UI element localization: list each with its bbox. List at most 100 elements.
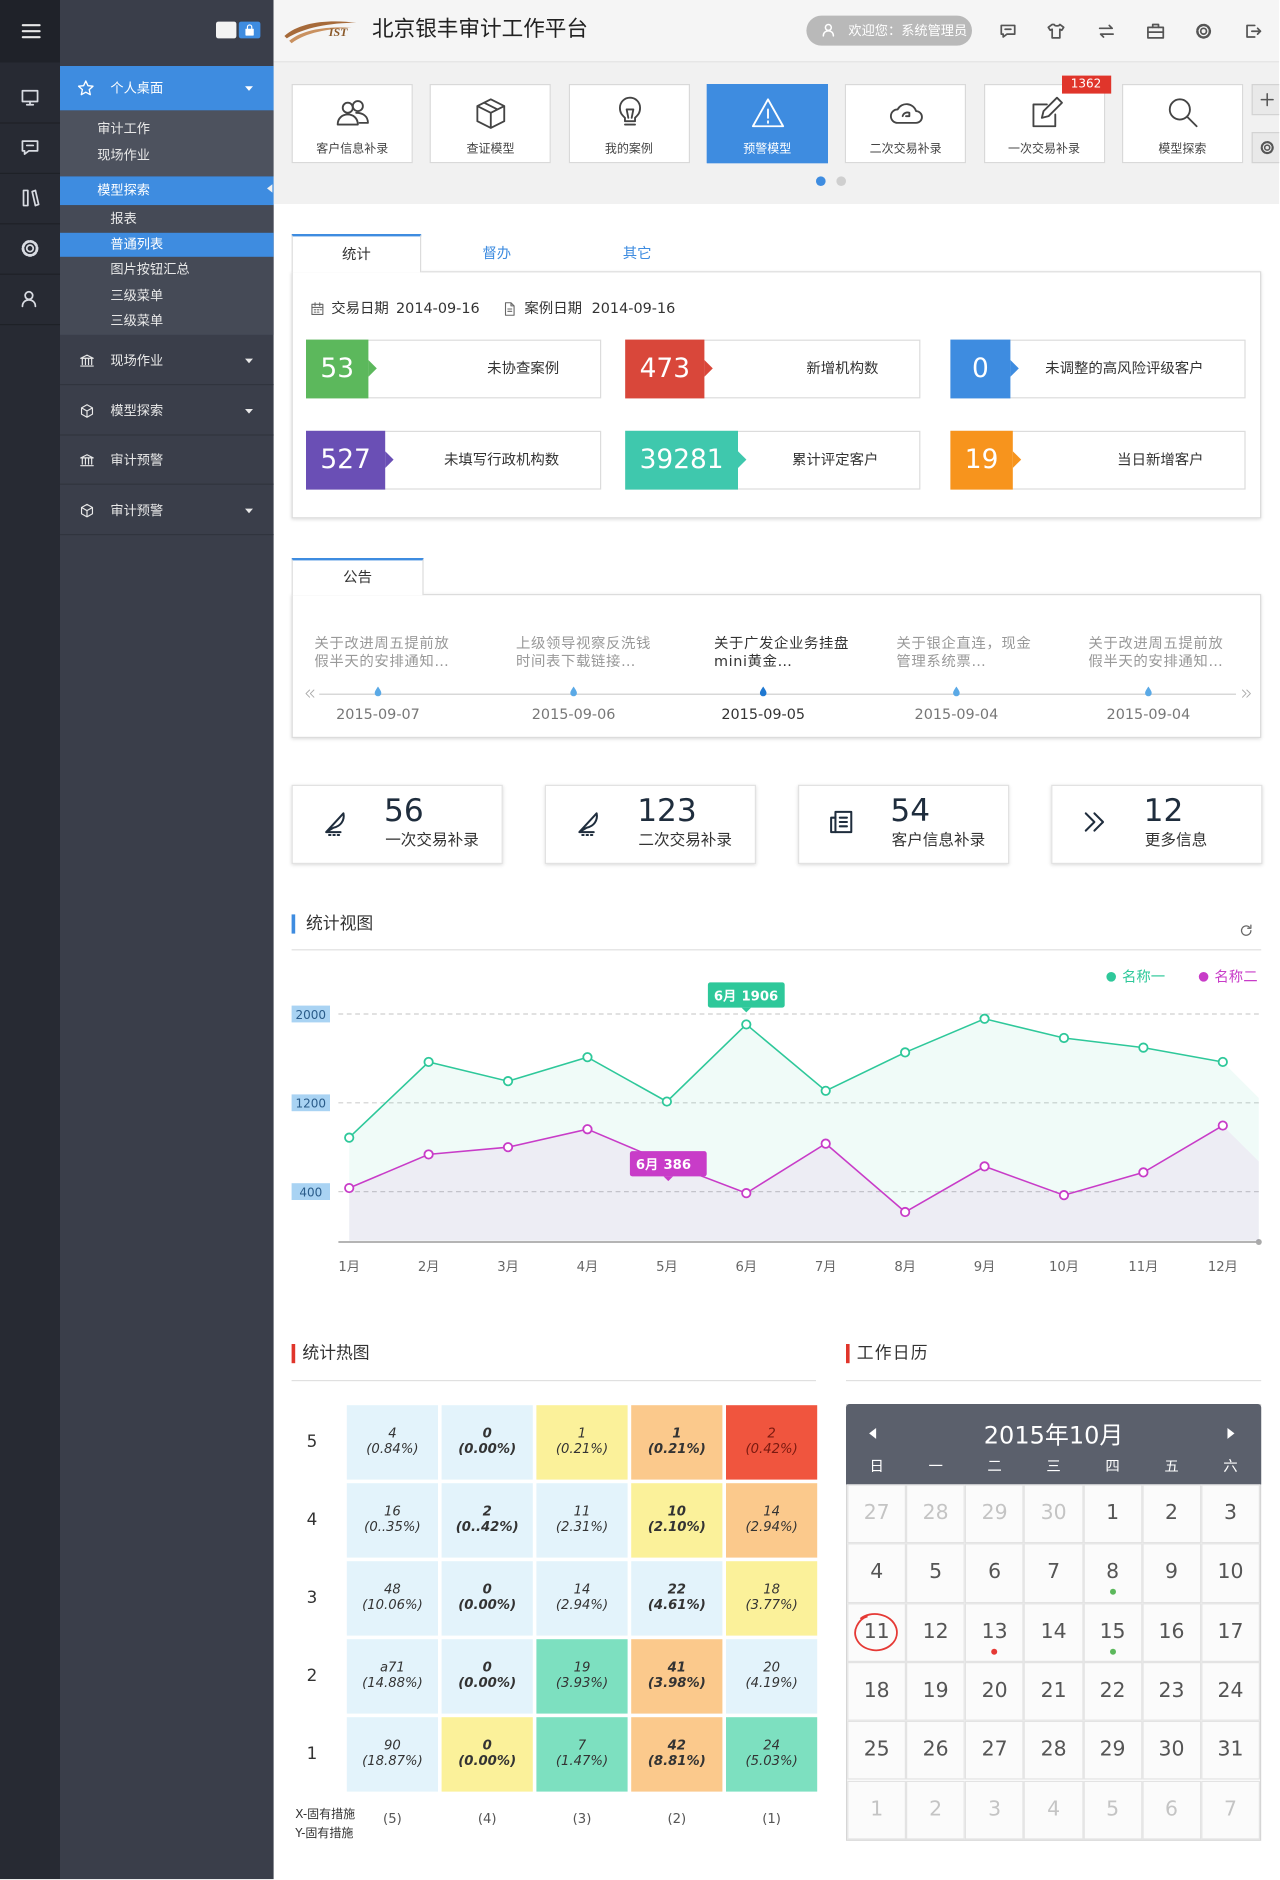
shortcut-tile[interactable]: 一次交易补录 [983,84,1105,164]
calendar-day[interactable]: 6 [1142,1780,1202,1840]
notice-text[interactable]: 关于银企直连，现金管理系统票… [896,634,1032,670]
heatmap-cell[interactable]: 41 (3.98%) [631,1639,723,1714]
summary-box[interactable]: 12 更多信息 [1051,784,1263,865]
header-button[interactable] [998,22,1017,41]
refresh-button[interactable] [1238,923,1254,939]
icon-bar-button[interactable] [0,226,61,275]
heatmap-cell[interactable]: 11 (2.31%) [536,1483,628,1558]
legend-label[interactable]: 名称一 [1122,968,1166,986]
heatmap-cell[interactable]: 16 (0..35%) [346,1483,439,1558]
heatmap-cell[interactable]: 10 (2.10%) [631,1483,723,1558]
menu-item[interactable]: 模型探索 [60,386,274,436]
calendar-day[interactable]: 27 [847,1484,907,1544]
legend-dot[interactable] [1198,972,1209,982]
calendar-day[interactable]: 28 [906,1484,966,1544]
heatmap-cell[interactable]: 22 (4.61%) [631,1561,723,1636]
calendar-day[interactable]: 28 [1024,1721,1084,1781]
summary-box[interactable]: 54 客户信息补录 [798,784,1010,865]
menu-item[interactable]: 现场作业 [60,336,274,386]
heatmap-cell[interactable]: 42 (8.81%) [631,1717,723,1792]
calendar-day[interactable]: 31 [1201,1721,1260,1781]
calendar-day[interactable]: 6 [965,1543,1025,1603]
third-menu-item[interactable]: 普通列表 [60,233,274,258]
shortcut-tile[interactable]: 二次交易补录 [845,84,967,164]
heatmap-cell[interactable]: 18 (3.77%) [726,1561,818,1636]
heatmap-cell[interactable]: 7 (1.47%) [536,1717,628,1792]
third-menu-item[interactable]: 图片按钮汇总 [60,258,274,282]
calendar-day[interactable]: 16 [1142,1602,1202,1662]
header-button[interactable] [1097,22,1116,41]
shortcut-tile[interactable]: 模型探索 [1121,84,1243,164]
header-button[interactable] [1194,22,1213,41]
calendar-day[interactable]: 3 [965,1780,1025,1840]
header-button[interactable] [1146,22,1165,41]
calendar-day[interactable]: 26 [906,1721,966,1781]
icon-bar-button[interactable] [0,125,61,174]
heatmap-cell[interactable]: 20 (4.19%) [726,1639,818,1714]
calendar-day[interactable]: 22 [1083,1661,1143,1722]
side-lock-button[interactable] [238,21,261,39]
tab[interactable]: 督办 [482,244,512,262]
heatmap-cell[interactable]: 0 (0.00%) [441,1405,533,1480]
calendar-day[interactable]: 5 [906,1543,966,1603]
calendar-day[interactable]: 29 [965,1484,1025,1544]
icon-bar-button[interactable] [0,276,61,326]
calendar-day[interactable]: 5 [1083,1780,1143,1840]
heatmap-cell[interactable]: a71 (14.88%) [346,1639,439,1714]
notice-text[interactable]: 关于改进周五提前放假半天的安排通知… [1088,634,1224,670]
calendar-day[interactable]: 3 [1201,1484,1260,1544]
calendar-day[interactable]: 18 [847,1661,907,1722]
heatmap-cell[interactable]: 1 (0.21%) [536,1405,628,1480]
calendar-day[interactable]: 27 [965,1721,1025,1781]
heatmap-cell[interactable]: 2 (0..42%) [441,1483,533,1558]
calendar-day[interactable]: 4 [847,1543,907,1603]
calendar-day[interactable]: 20 [965,1661,1025,1722]
welcome-pill[interactable]: 欢迎您：系统管理员 [806,15,973,46]
calendar-day[interactable]: 4 [1024,1780,1084,1840]
calendar-day[interactable]: 1 [1083,1484,1143,1544]
heatmap-cell[interactable]: 19 (3.93%) [536,1639,628,1714]
calendar-day[interactable]: 9 [1142,1543,1202,1603]
icon-bar-button[interactable] [0,175,61,225]
heatmap-cell[interactable]: 24 (5.03%) [726,1717,818,1792]
calendar-prev[interactable] [865,1426,881,1442]
header-button[interactable] [1046,22,1065,41]
shortcut-tile[interactable]: 我的案例 [568,84,690,164]
heatmap-cell[interactable]: 0 (0.00%) [441,1639,533,1714]
calendar-day[interactable]: 21 [1024,1661,1084,1722]
calendar-day[interactable]: 30 [1024,1484,1084,1544]
submenu-item[interactable]: 模型探索 [60,176,274,206]
icon-bar-button[interactable] [0,74,61,124]
calendar-day[interactable]: 29 [1083,1721,1143,1781]
menu-item[interactable]: 审计预警 [60,436,274,485]
calendar-day[interactable]: 7 [1024,1543,1084,1603]
notice-tab[interactable]: 公告 [291,558,424,596]
legend-dot[interactable] [1106,972,1116,982]
calendar-day[interactable]: 19 [906,1661,966,1722]
tab[interactable]: 其它 [622,244,652,262]
submenu-item[interactable]: 现场作业 [97,147,150,164]
third-menu-item[interactable]: 报表 [60,208,274,232]
shortcut-tile[interactable]: 预警模型 [706,84,828,164]
calendar-next[interactable] [1223,1426,1239,1442]
heatmap-cell[interactable]: 14 (2.94%) [536,1561,628,1636]
strip-button[interactable] [1251,84,1280,116]
calendar-day[interactable]: 1 [847,1780,907,1840]
carousel-dot[interactable] [836,176,847,186]
side-top-button[interactable] [216,21,237,39]
notice-text[interactable]: 上级领导视察反洗钱时间表下载链接… [516,634,652,670]
calendar-day[interactable]: 24 [1201,1661,1260,1722]
shortcut-tile[interactable]: 查证模型 [429,84,552,164]
tab-active[interactable]: 统计 [291,234,422,273]
calendar-day[interactable]: 25 [847,1721,907,1781]
third-menu-item[interactable]: 三级菜单 [60,284,274,308]
heatmap-cell[interactable]: 0 (0.00%) [441,1717,533,1792]
menu-item[interactable]: 审计预警 [60,485,274,535]
heatmap-cell[interactable]: 48 (10.06%) [346,1561,439,1636]
strip-button[interactable] [1251,132,1280,164]
calendar-day[interactable]: 7 [1201,1780,1260,1840]
menu-item[interactable]: 个人桌面 [60,66,274,111]
notice-text[interactable]: 关于广发企业务挂盘mini黄金… [714,634,850,670]
calendar-day[interactable]: 10 [1201,1543,1260,1603]
calendar-day[interactable]: 2 [906,1780,966,1840]
